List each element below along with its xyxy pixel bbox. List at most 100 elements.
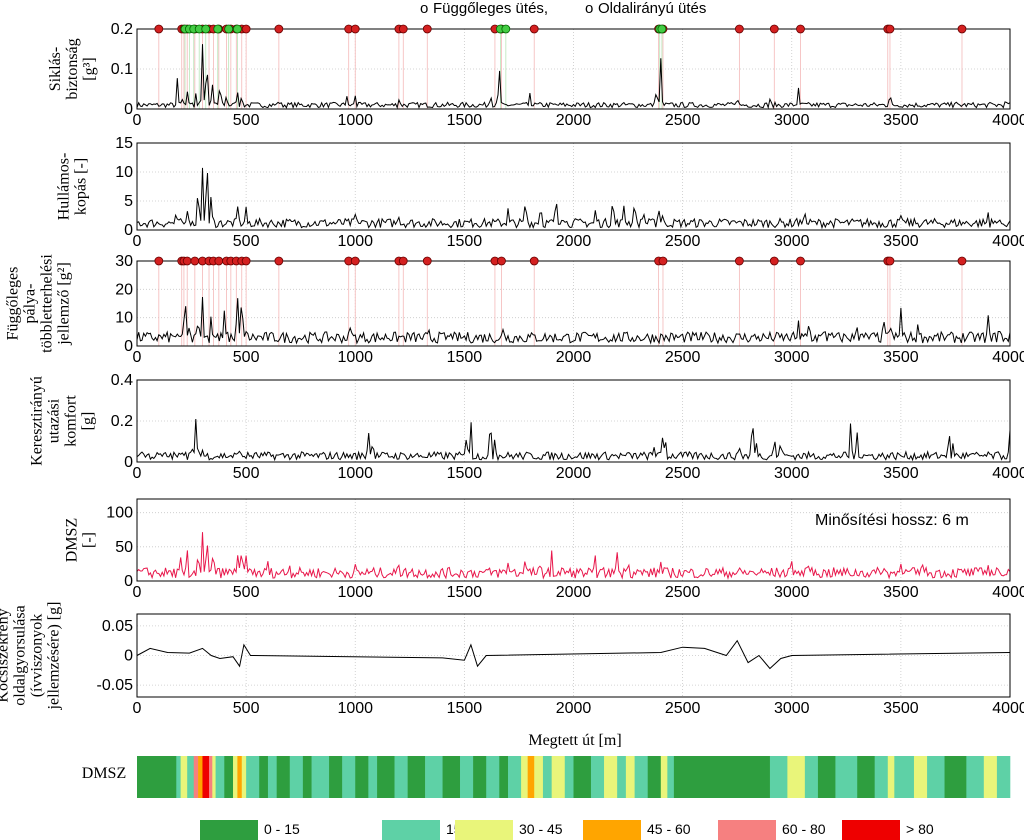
heatmap-cell xyxy=(460,756,474,798)
series-line xyxy=(136,44,1011,110)
x-tick-label: 1000 xyxy=(337,233,373,250)
heatmap-cell xyxy=(590,756,605,798)
plot-frame xyxy=(136,613,1011,698)
heatmap-cell xyxy=(241,756,247,798)
panels: 0 500 1000 1500 2000 2500 3000 3500 400000.10.2S… xyxy=(0,21,1024,717)
x-tick-label: 3500 xyxy=(883,465,919,482)
y-axis-label-line: Keresztirányú xyxy=(29,376,46,466)
heatmap-cell xyxy=(966,756,985,798)
vertical-hit-marker xyxy=(398,256,408,266)
vertical-hit-marker xyxy=(422,24,432,34)
x-tick-label: 3000 xyxy=(774,112,810,129)
lateral-hit-marker xyxy=(657,24,667,34)
x-tick-label: 3000 xyxy=(774,465,810,482)
heatmap-cell xyxy=(927,756,945,798)
dmsz-annotation: Minősítési hossz: 6 m xyxy=(815,512,969,529)
x-tick-label: 0 xyxy=(133,112,142,129)
x-tick-label: 3500 xyxy=(883,112,919,129)
y-axis-label-line: többletterhelési xyxy=(39,254,56,353)
legend-lateral-label: Oldalirányú ütés xyxy=(598,0,706,17)
vertical-hit-marker xyxy=(190,256,200,266)
heatmap-cell xyxy=(212,756,216,798)
vertical-hit-marker xyxy=(497,256,506,266)
x-tick-label: 500 xyxy=(233,584,260,601)
x-tick-label: 500 xyxy=(233,233,260,250)
heatmap-cell xyxy=(887,756,895,798)
heatmap-cell xyxy=(667,756,675,798)
y-tick-label: 0 xyxy=(124,101,133,118)
y-tick-label: 0 xyxy=(124,573,133,590)
heatmap-cell xyxy=(187,756,195,798)
y-tick-label: -0.05 xyxy=(97,677,134,694)
y-axis-label-line: komfort xyxy=(63,395,80,447)
heatmap-cell xyxy=(259,756,269,798)
panel-1: 0 500 1000 1500 2000 2500 3000 3500 4000 0 0.1 0.2 S… xyxy=(47,21,1024,129)
heatmap-cell xyxy=(508,756,522,798)
y-axis-label-line: Siklás- xyxy=(47,47,64,91)
heatmap-cell xyxy=(874,756,889,798)
y-tick-label: 0 xyxy=(124,222,133,239)
x-tick-label: 2000 xyxy=(556,112,592,129)
plot-frame xyxy=(136,142,1011,231)
series-line xyxy=(136,532,1011,580)
vertical-hit-marker xyxy=(957,256,967,266)
x-tick-label: 4000 xyxy=(992,700,1024,717)
heatmap-cell xyxy=(769,756,788,798)
y-axis-label: DMSZ[-] xyxy=(64,518,98,562)
heatmap-cell xyxy=(617,756,627,798)
y-axis-label: Siklás-biztonság[g³] xyxy=(47,38,98,99)
panel-3: 0 500 1000 1500 2000 2500 3000 3500 4000 0 10 20 30 F… xyxy=(5,253,1024,366)
vertical-hit-marker xyxy=(350,24,360,34)
heatmap-cell xyxy=(198,756,203,798)
plot-frame xyxy=(136,498,1011,582)
heatmap-cell xyxy=(944,756,967,798)
legend-swatch xyxy=(718,820,776,840)
vertical-hit-marker xyxy=(658,256,668,266)
y-axis-label-line: [g³] xyxy=(81,57,98,80)
x-tick-label: 2500 xyxy=(665,700,701,717)
heatmap-cell xyxy=(209,756,213,798)
x-tick-label: 4000 xyxy=(992,233,1024,250)
vertical-hit-marker xyxy=(957,24,967,34)
heatmap-cell xyxy=(534,756,544,798)
x-tick-label: 4000 xyxy=(992,465,1024,482)
heatmap-cell xyxy=(894,756,915,798)
heatmap-cell xyxy=(486,756,500,798)
x-tick-label: 3500 xyxy=(883,233,919,250)
heatmap-cell xyxy=(302,756,312,798)
lateral-hit-marker xyxy=(232,24,242,34)
x-tick-label: 500 xyxy=(233,465,260,482)
vertical-hit-marker xyxy=(154,24,164,34)
vertical-hit-marker xyxy=(422,256,432,266)
heatmap-cell xyxy=(276,756,291,798)
y-axis-label-line: DMSZ xyxy=(64,518,81,562)
series-line xyxy=(136,167,1011,230)
y-tick-label: 10 xyxy=(115,164,133,181)
heatmap-cell xyxy=(673,756,771,798)
x-tick-label: 2500 xyxy=(665,584,701,601)
legend-swatch xyxy=(382,820,440,840)
y-axis-label-line: [-] xyxy=(81,532,98,548)
heatmap-cell xyxy=(355,756,369,798)
lateral-hit-marker xyxy=(501,24,511,34)
heatmap-cell xyxy=(237,756,243,798)
y-axis-label-line: oldalgyorsulása xyxy=(12,605,29,705)
legend-vertical-marker: o xyxy=(420,0,428,17)
vertical-hit-marker xyxy=(885,24,895,34)
legend-label: 0 - 15 xyxy=(264,821,300,837)
heatmap-cell xyxy=(996,756,1011,798)
heatmap-cell xyxy=(137,756,177,798)
heatmap-cell xyxy=(442,756,461,798)
heatmap-cell xyxy=(542,756,552,798)
y-axis-label-line: Hullámos- xyxy=(56,153,73,221)
heatmap-cell xyxy=(647,756,662,798)
vertical-hit-marker xyxy=(154,256,164,266)
x-tick-label: 2000 xyxy=(556,349,592,366)
legend-label: 45 - 60 xyxy=(647,821,691,837)
plot-frame xyxy=(136,379,1011,463)
plot-frame xyxy=(136,28,1011,110)
heatmap-cell xyxy=(407,756,426,798)
x-axis-label: Megtett út [m] xyxy=(528,732,621,749)
y-tick-label: 10 xyxy=(115,310,133,327)
